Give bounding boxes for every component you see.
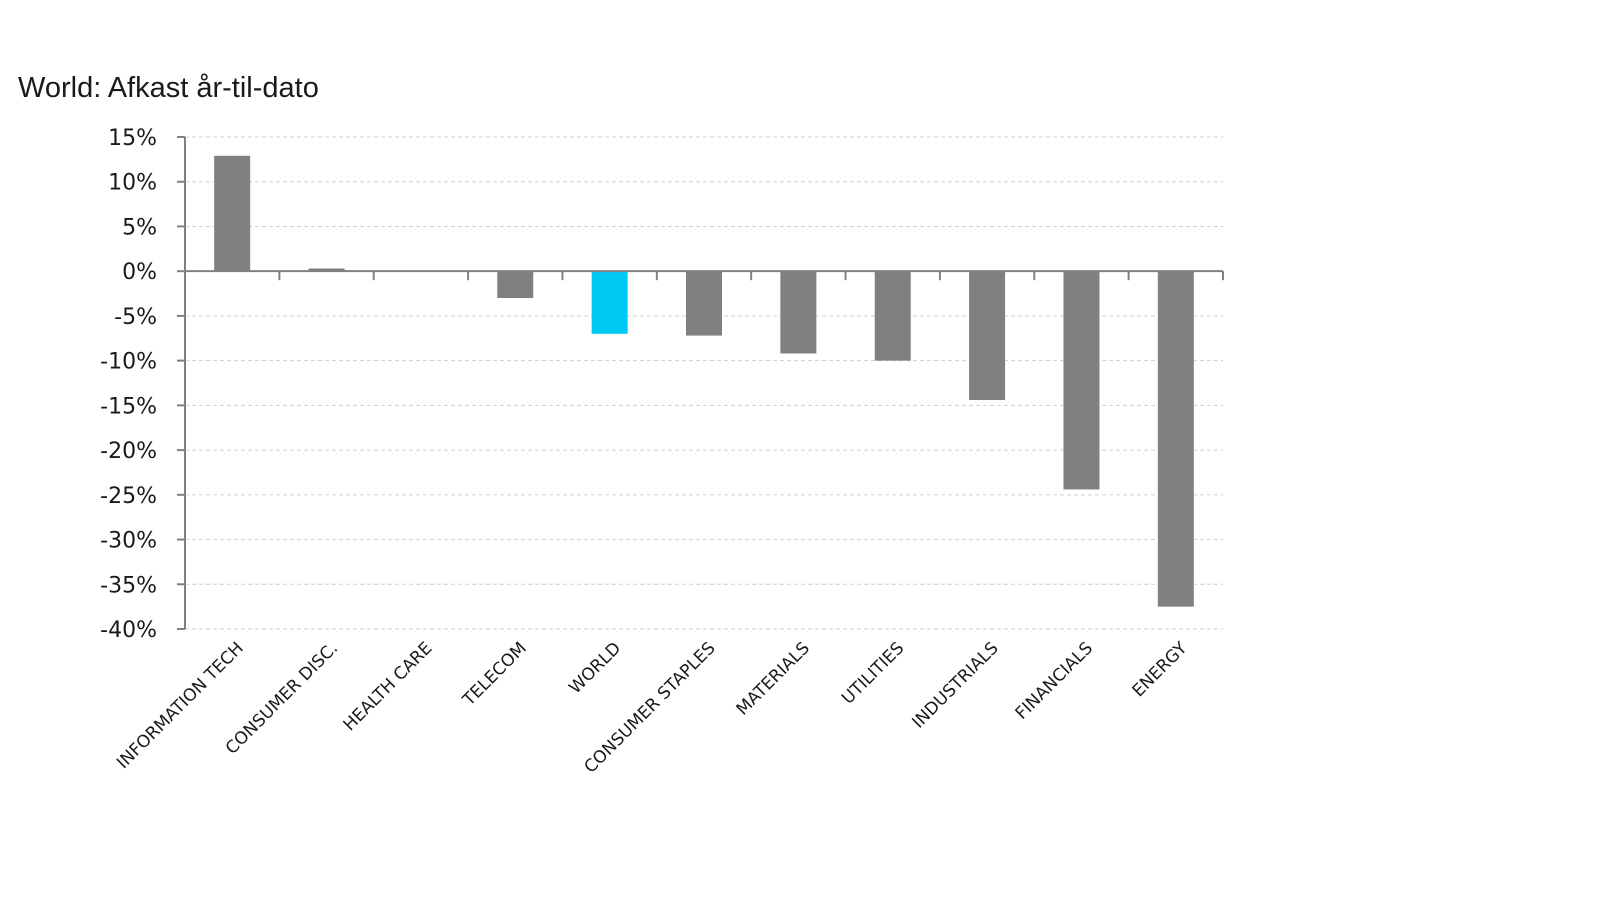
bars <box>214 155 1194 607</box>
bar-financials <box>1063 271 1100 490</box>
x-tick-label-world: WORLD <box>565 638 625 698</box>
y-tick-label: -15% <box>100 394 157 419</box>
bar-consumer-staples <box>686 271 722 336</box>
axes <box>177 136 1224 630</box>
y-tick-label: -10% <box>100 350 157 375</box>
bar-world <box>591 271 628 334</box>
chart-title: World: Afkast år-til-dato <box>18 72 319 104</box>
x-tick-label-information-tech: INFORMATION TECH <box>113 638 248 773</box>
bar-consumer-disc <box>308 268 345 272</box>
y-tick-label: -5% <box>114 305 157 330</box>
y-tick-label: -40% <box>100 618 157 643</box>
y-tick-label: -30% <box>100 529 157 554</box>
y-tick-label: 10% <box>108 171 157 196</box>
y-tick-label: -20% <box>100 439 157 464</box>
bar-energy <box>1157 271 1194 607</box>
y-tick-label: -35% <box>100 573 157 598</box>
bar-materials <box>780 271 817 354</box>
x-tick-label-health-care: HEALTH CARE <box>340 638 437 735</box>
x-tick-label-industrials: INDUSTRIALS <box>908 638 1002 732</box>
x-tick-label-materials: MATERIALS <box>733 638 814 719</box>
y-tick-label: 15% <box>108 126 157 151</box>
y-tick-label: 0% <box>122 260 157 285</box>
x-tick-label-financials: FINANCIALS <box>1012 638 1097 723</box>
bar-information-tech <box>214 155 251 272</box>
x-tick-label-energy: ENERGY <box>1129 638 1192 701</box>
bar-utilities <box>874 271 911 361</box>
bar-telecom <box>497 271 534 299</box>
y-tick-label: -25% <box>100 484 157 509</box>
bar-industrials <box>969 271 1006 400</box>
x-tick-label-telecom: TELECOM <box>458 638 530 710</box>
y-tick-labels: 15% 10% 5% 0% -5% -10% -15% -20% -25% -30% -35% -40… <box>100 126 157 643</box>
y-tick-label: 5% <box>122 215 157 240</box>
x-tick-label-utilities: UTILITIES <box>838 638 908 708</box>
